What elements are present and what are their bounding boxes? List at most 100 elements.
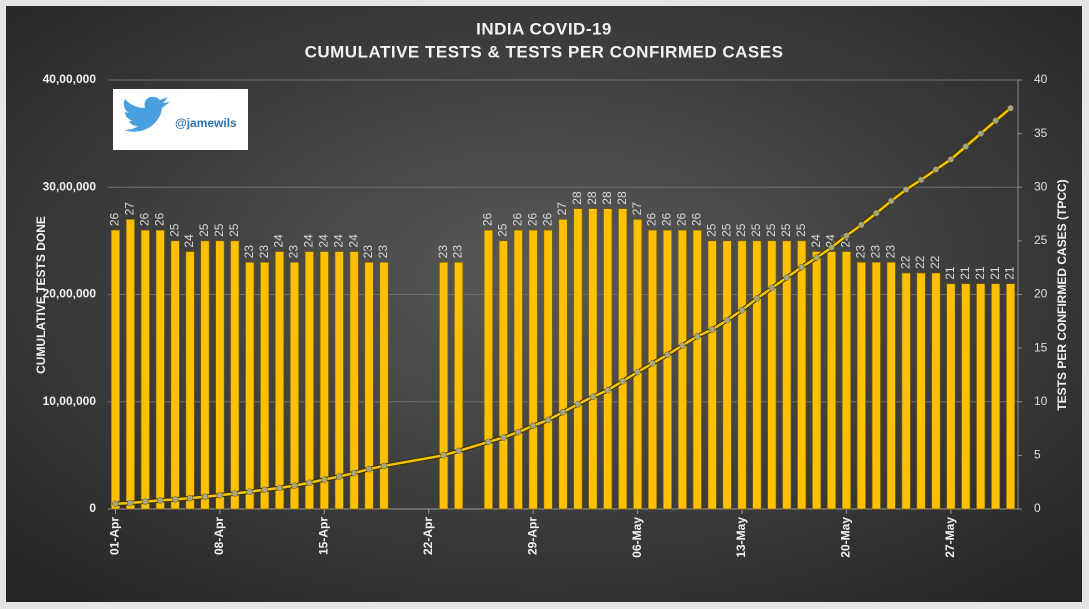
line-marker — [171, 496, 179, 503]
value-label: 26 — [540, 212, 554, 226]
line-marker — [276, 484, 283, 492]
bar — [558, 219, 568, 510]
line-marker — [440, 452, 447, 459]
bar — [588, 208, 598, 510]
value-label: 21 — [973, 266, 987, 280]
value-label: 26 — [137, 212, 151, 226]
bar — [871, 262, 881, 510]
bar — [752, 240, 762, 510]
line-marker — [559, 408, 567, 416]
bar — [916, 272, 926, 510]
line-marker — [529, 422, 537, 430]
bar — [200, 240, 210, 510]
value-label: 22 — [913, 255, 927, 269]
value-label: 25 — [794, 223, 808, 237]
bar — [722, 240, 732, 510]
line-marker — [694, 333, 701, 340]
value-label: 21 — [1003, 266, 1017, 280]
value-label: 25 — [719, 223, 733, 237]
value-label: 23 — [376, 245, 390, 259]
line-marker — [798, 263, 805, 271]
bar — [961, 283, 971, 510]
bar — [1006, 283, 1016, 510]
bar — [170, 240, 180, 510]
bar — [140, 229, 150, 510]
bar — [931, 272, 941, 510]
line-marker — [589, 393, 597, 401]
bar — [767, 240, 777, 510]
line-marker — [186, 494, 194, 502]
bar — [737, 240, 747, 510]
y2-tick-label: 15 — [1034, 340, 1048, 354]
line-marker — [753, 295, 761, 302]
line-marker — [932, 166, 940, 173]
line-marker — [321, 476, 328, 483]
value-label: 24 — [346, 234, 360, 248]
line-marker — [679, 342, 686, 349]
bar — [215, 240, 225, 510]
x-tick-label: 27-May — [943, 517, 957, 558]
value-label: 23 — [436, 245, 450, 259]
x-tick-label: 08-Apr — [212, 517, 226, 555]
bar — [319, 251, 329, 510]
bar — [110, 229, 120, 510]
y-tick-label: 40,00,000 — [43, 72, 97, 86]
value-label: 22 — [928, 255, 942, 269]
value-label: 28 — [570, 191, 584, 205]
bar — [349, 251, 359, 510]
value-label: 25 — [197, 223, 211, 237]
bar — [304, 251, 314, 510]
x-tick-label: 29-Apr — [525, 517, 539, 555]
gap-connector — [383, 454, 444, 468]
x-tick-label: 01-Apr — [108, 517, 122, 555]
bar — [230, 240, 240, 510]
value-label: 24 — [272, 234, 286, 248]
x-tick-label: 06-May — [630, 517, 644, 558]
line-marker — [335, 473, 343, 480]
bar — [528, 229, 538, 510]
line-marker — [947, 156, 955, 163]
line-marker — [604, 386, 612, 394]
value-label: 21 — [988, 266, 1002, 280]
bar — [245, 262, 255, 510]
bar — [976, 283, 986, 510]
line-marker — [485, 438, 492, 446]
line-marker — [455, 447, 462, 455]
value-label: 26 — [481, 212, 495, 226]
value-label: 25 — [212, 223, 226, 237]
line-marker — [261, 486, 268, 494]
y2-tick-label: 40 — [1034, 72, 1048, 86]
value-label: 28 — [585, 191, 599, 205]
bar — [603, 208, 613, 510]
logo-bird — [123, 96, 170, 132]
line-marker — [365, 465, 373, 473]
line-marker — [738, 306, 746, 314]
logo-box: @jamewils — [113, 89, 248, 150]
line-marker — [887, 197, 895, 205]
bar — [155, 229, 165, 510]
value-label: 26 — [525, 212, 539, 226]
bar — [841, 251, 851, 510]
bar — [692, 229, 702, 510]
bar — [886, 262, 896, 510]
line-marker — [544, 416, 552, 424]
line-marker — [977, 130, 984, 137]
line-marker — [291, 482, 298, 489]
line-marker — [962, 143, 970, 150]
value-label: 26 — [152, 212, 166, 226]
value-label: 24 — [331, 234, 345, 248]
bar — [991, 283, 1001, 510]
line-marker — [619, 377, 626, 385]
bar — [275, 251, 285, 510]
line-marker — [142, 498, 149, 505]
gap-connector — [458, 440, 489, 453]
bar — [812, 251, 822, 510]
value-label: 28 — [615, 191, 629, 205]
line-marker — [246, 488, 253, 495]
x-tick-label: 22-Apr — [421, 517, 435, 555]
line-marker — [634, 368, 641, 376]
value-label: 26 — [675, 212, 689, 226]
line-marker — [231, 490, 239, 497]
value-label: 26 — [108, 212, 122, 226]
